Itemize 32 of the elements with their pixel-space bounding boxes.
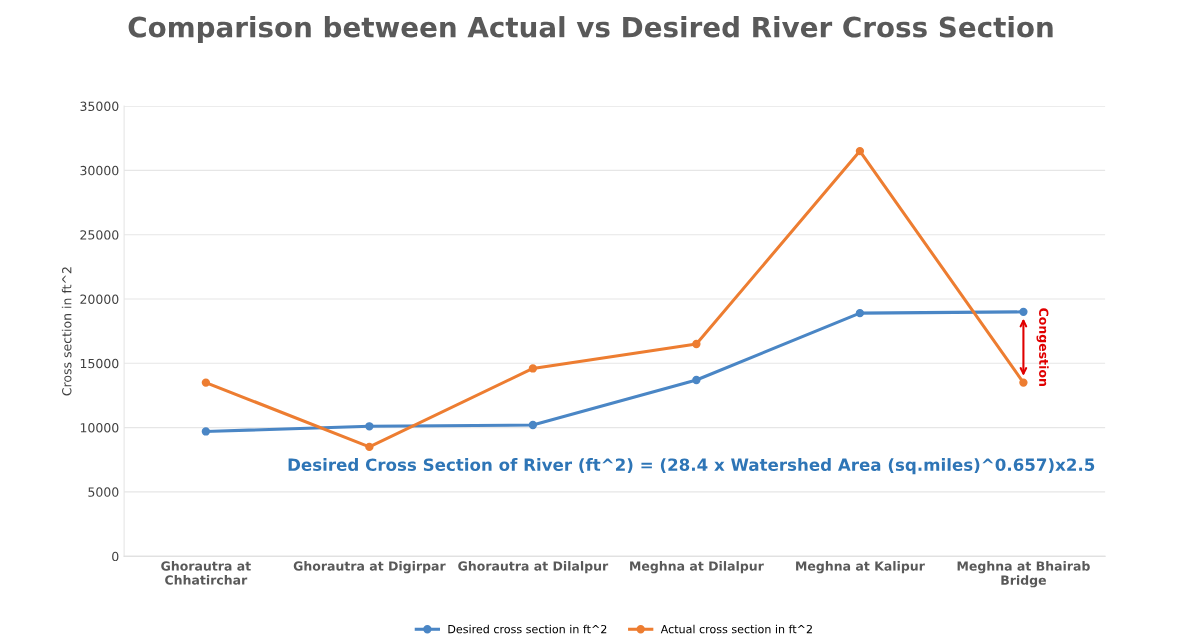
point bbox=[528, 420, 538, 430]
point bbox=[365, 442, 374, 452]
y-tick-label: 30000 bbox=[80, 165, 119, 176]
point bbox=[201, 427, 211, 436]
y-tick-label: 20000 bbox=[80, 294, 119, 304]
x-tick-label: Meghna at Dilalpur bbox=[630, 561, 764, 574]
y-tick-label: 35000 bbox=[80, 101, 119, 112]
y-tick-label: 5000 bbox=[88, 487, 119, 497]
annotation: Congestion bbox=[1036, 308, 1049, 386]
point bbox=[528, 364, 538, 373]
x-tick-label: Ghorautra at Chhatirchar bbox=[161, 561, 251, 585]
legend-label: Desired cross section in ft^2 bbox=[448, 624, 607, 634]
point bbox=[201, 378, 211, 387]
point bbox=[1019, 378, 1028, 387]
point bbox=[692, 339, 701, 349]
chart-title: Comparison between Actual vs Desired River Cross Section bbox=[128, 16, 1053, 43]
legend-label: Actual cross section in ft^2 bbox=[660, 624, 812, 634]
y-tick-label: 25000 bbox=[80, 230, 119, 240]
y-tick-label: 15000 bbox=[80, 358, 119, 369]
y-axis-title: Cross section in ft^2 bbox=[61, 267, 72, 396]
x-tick-label: Ghorautra at Dilalpur bbox=[458, 561, 609, 574]
x-tick-label: Ghorautra at Digirpar bbox=[293, 561, 446, 574]
y-tick-label: 0 bbox=[112, 551, 119, 562]
point bbox=[855, 308, 865, 318]
annotation: Desired Cross Section of River (ft^2) = (28.4 x Watershed Area (sq.miles)^0.657)x2.5 bbox=[288, 458, 1095, 475]
point bbox=[365, 422, 374, 431]
x-tick-label: Meghna at Bhairab Bridge bbox=[957, 561, 1090, 588]
point bbox=[855, 146, 865, 156]
point bbox=[1019, 307, 1028, 317]
x-tick-label: Meghna at Kalipur bbox=[796, 561, 925, 574]
y-tick-label: 10000 bbox=[80, 423, 119, 433]
point bbox=[692, 375, 701, 385]
